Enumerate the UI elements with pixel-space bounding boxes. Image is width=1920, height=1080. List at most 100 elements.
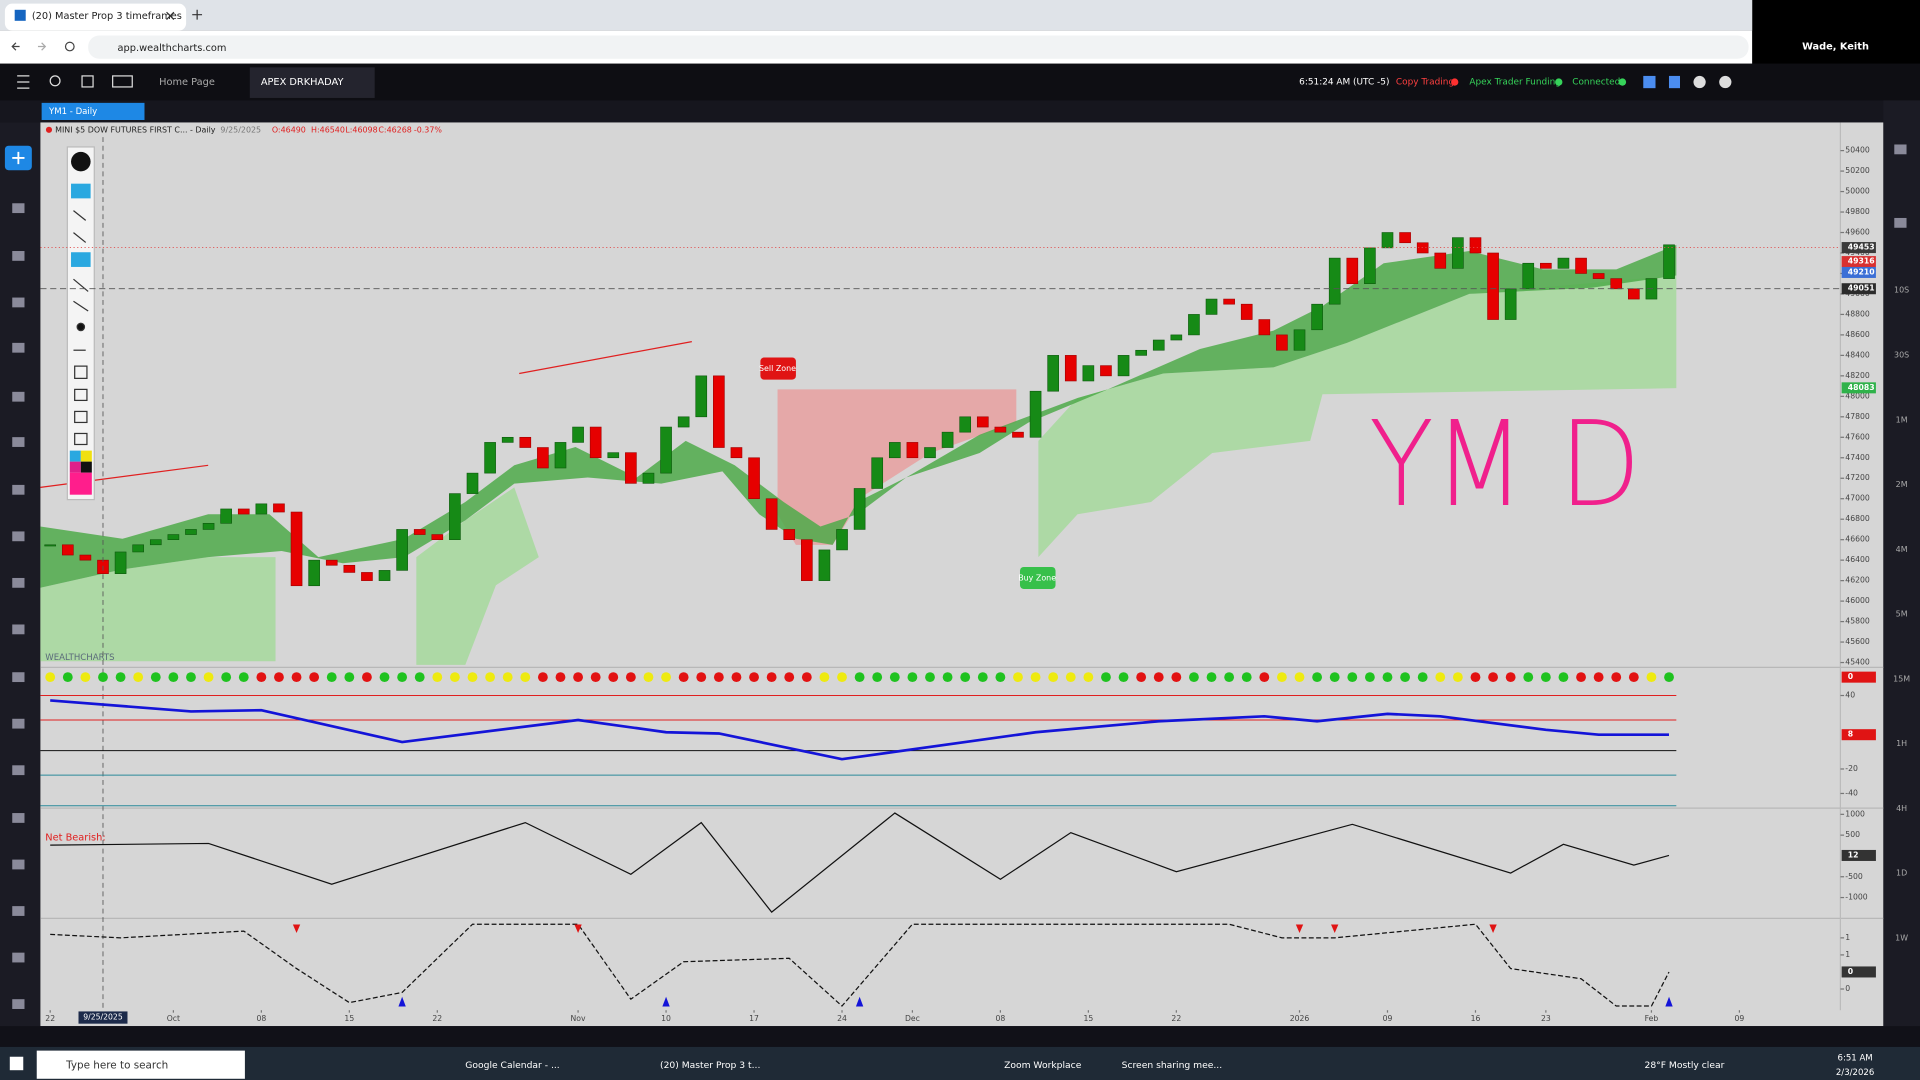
candle <box>1100 365 1112 377</box>
icon[interactable] <box>12 531 25 542</box>
status-dot <box>1451 78 1459 86</box>
y-tick-label: 47600 <box>1845 432 1870 441</box>
tool[interactable] <box>71 151 91 172</box>
icon[interactable] <box>1668 75 1680 89</box>
candle <box>325 559 338 566</box>
task-app[interactable]: (20) Master Prop 3 t... <box>660 1060 760 1071</box>
sell-signal <box>1331 924 1339 934</box>
y-tick-label: 46200 <box>1845 576 1870 585</box>
browser-tab[interactable] <box>4 3 187 31</box>
icon[interactable] <box>12 203 25 214</box>
timeframe[interactable]: 1H <box>1896 739 1907 748</box>
tool-active[interactable] <box>71 252 91 267</box>
icon[interactable] <box>12 952 25 963</box>
icon[interactable] <box>12 251 25 261</box>
icon[interactable] <box>12 437 25 447</box>
layout-icon[interactable] <box>81 75 94 88</box>
reload[interactable] <box>64 41 75 52</box>
bell[interactable] <box>1693 75 1706 89</box>
status-apex[interactable]: Apex Trader Funding <box>1469 78 1561 88</box>
chart-tab[interactable] <box>41 102 145 120</box>
status-copy[interactable]: Copy Trading <box>1396 78 1454 88</box>
icon[interactable] <box>12 297 25 308</box>
icon[interactable] <box>12 342 25 353</box>
timeframe[interactable]: 15M <box>1893 674 1910 683</box>
tool[interactable] <box>73 300 89 312</box>
x-tick-label: 22 <box>432 1014 442 1023</box>
candle <box>1117 355 1130 377</box>
menu[interactable] <box>17 75 30 89</box>
ai-icon[interactable] <box>112 75 133 88</box>
icon[interactable] <box>12 624 25 635</box>
y-tick-label: 45800 <box>1845 617 1870 626</box>
candle <box>114 551 127 574</box>
tab-title: (20) Master Prop 3 timeframes <box>32 11 182 22</box>
tool[interactable] <box>74 432 88 446</box>
tool[interactable] <box>76 322 86 332</box>
tool[interactable] <box>73 232 87 243</box>
tool-active[interactable] <box>71 183 91 199</box>
timeframe[interactable]: 4M <box>1896 545 1908 554</box>
candle <box>1064 355 1077 382</box>
signal-dot <box>977 672 988 683</box>
tab-home[interactable]: Home Page <box>159 77 215 88</box>
tab-active[interactable] <box>249 67 375 98</box>
candle <box>1487 252 1499 320</box>
timeframe[interactable]: 1M <box>1896 415 1908 424</box>
signal-dot <box>1171 672 1182 683</box>
signal-dot <box>995 672 1006 683</box>
color-swatch[interactable] <box>69 472 92 495</box>
address-bar[interactable] <box>88 35 1749 59</box>
search-box[interactable] <box>36 1050 245 1079</box>
timeframe[interactable]: 1D <box>1896 869 1907 878</box>
color-swatch[interactable] <box>69 450 81 462</box>
tool[interactable] <box>73 210 87 221</box>
timeframe[interactable]: 1W <box>1895 933 1908 942</box>
tool[interactable] <box>74 365 88 379</box>
search-icon[interactable] <box>49 75 61 87</box>
timeframe[interactable]: 5M <box>1896 610 1908 619</box>
timeframe[interactable]: 30S <box>1894 350 1909 359</box>
color-swatch[interactable] <box>80 450 92 462</box>
icon[interactable] <box>12 577 25 588</box>
candle <box>202 522 215 530</box>
y-tick-label: -40 <box>1845 788 1858 797</box>
icon[interactable] <box>12 859 25 870</box>
x-tick-label: 15 <box>1083 1014 1093 1023</box>
icon[interactable] <box>1894 217 1907 228</box>
icon[interactable] <box>1894 144 1907 155</box>
forward[interactable] <box>37 42 47 51</box>
signal-dot <box>889 672 900 683</box>
settings[interactable] <box>1719 75 1732 89</box>
new-tab[interactable] <box>192 9 203 20</box>
color-swatch[interactable] <box>80 461 92 473</box>
task-app[interactable]: Zoom Workplace <box>1004 1060 1082 1071</box>
timeframe[interactable]: 2M <box>1896 480 1908 489</box>
tab-apex[interactable]: APEX DRKHADAY <box>261 77 344 88</box>
icon[interactable] <box>12 672 25 683</box>
value-flag-label: 49051 <box>1848 284 1875 293</box>
icon[interactable] <box>1643 75 1656 89</box>
tool[interactable] <box>74 388 88 402</box>
timeframe[interactable]: 10S <box>1894 286 1909 295</box>
task-app[interactable]: Screen sharing mee... <box>1122 1060 1223 1071</box>
signal-dot <box>872 672 883 683</box>
sell-signal <box>1295 924 1304 934</box>
start[interactable] <box>9 1056 24 1071</box>
back[interactable] <box>11 42 20 51</box>
icon[interactable] <box>12 813 25 823</box>
icon[interactable] <box>12 391 25 402</box>
icon[interactable] <box>12 906 25 916</box>
icon[interactable] <box>12 999 25 1009</box>
icon[interactable] <box>12 484 25 495</box>
close-tab[interactable] <box>166 11 175 21</box>
icon[interactable] <box>12 765 25 776</box>
y-tick-label: 50000 <box>1845 187 1870 196</box>
task-app[interactable]: Google Calendar - ... <box>465 1060 559 1071</box>
tool[interactable] <box>73 278 89 292</box>
timeframe[interactable]: 4H <box>1896 804 1907 813</box>
value-flag-label: 12 <box>1848 850 1859 859</box>
color-swatch[interactable] <box>69 461 81 473</box>
icon[interactable] <box>12 718 25 729</box>
tool[interactable] <box>74 410 88 424</box>
